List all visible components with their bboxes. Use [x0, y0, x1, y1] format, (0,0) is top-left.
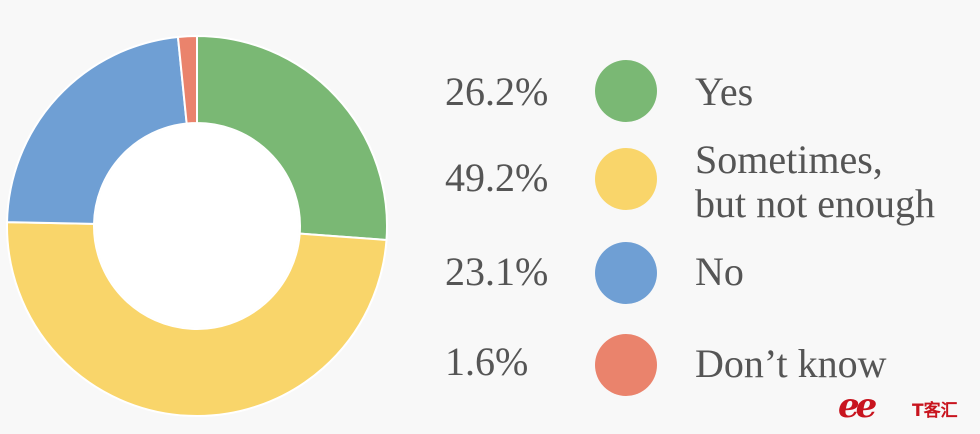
donut-slice-2: [6, 35, 188, 225]
legend-label: Don’t know: [695, 341, 887, 386]
watermark-text: T客汇: [912, 401, 958, 421]
legend-swatch-sometimes: [595, 148, 657, 210]
percent-label: 49.2%: [445, 155, 549, 200]
donut-chart: [6, 34, 388, 417]
legend-swatch-dont-know: [595, 334, 657, 396]
percent-label: 26.2%: [445, 69, 549, 114]
legend-label: Sometimes, but not enough: [695, 137, 935, 226]
donut-slice-0: [196, 34, 388, 242]
watermark-logo: ee: [838, 386, 877, 426]
legend-swatch-yes: [595, 60, 657, 122]
watermark: ee T客汇: [838, 386, 968, 426]
percent-label: 1.6%: [445, 339, 529, 384]
percent-label: 23.1%: [445, 249, 549, 294]
legend-label: No: [695, 249, 744, 294]
legend-label: Yes: [695, 69, 754, 114]
legend-swatch-no: [595, 242, 657, 304]
donut-slice-3: [176, 34, 198, 125]
donut-hole: [95, 124, 299, 328]
donut-slice-1: [6, 221, 388, 417]
